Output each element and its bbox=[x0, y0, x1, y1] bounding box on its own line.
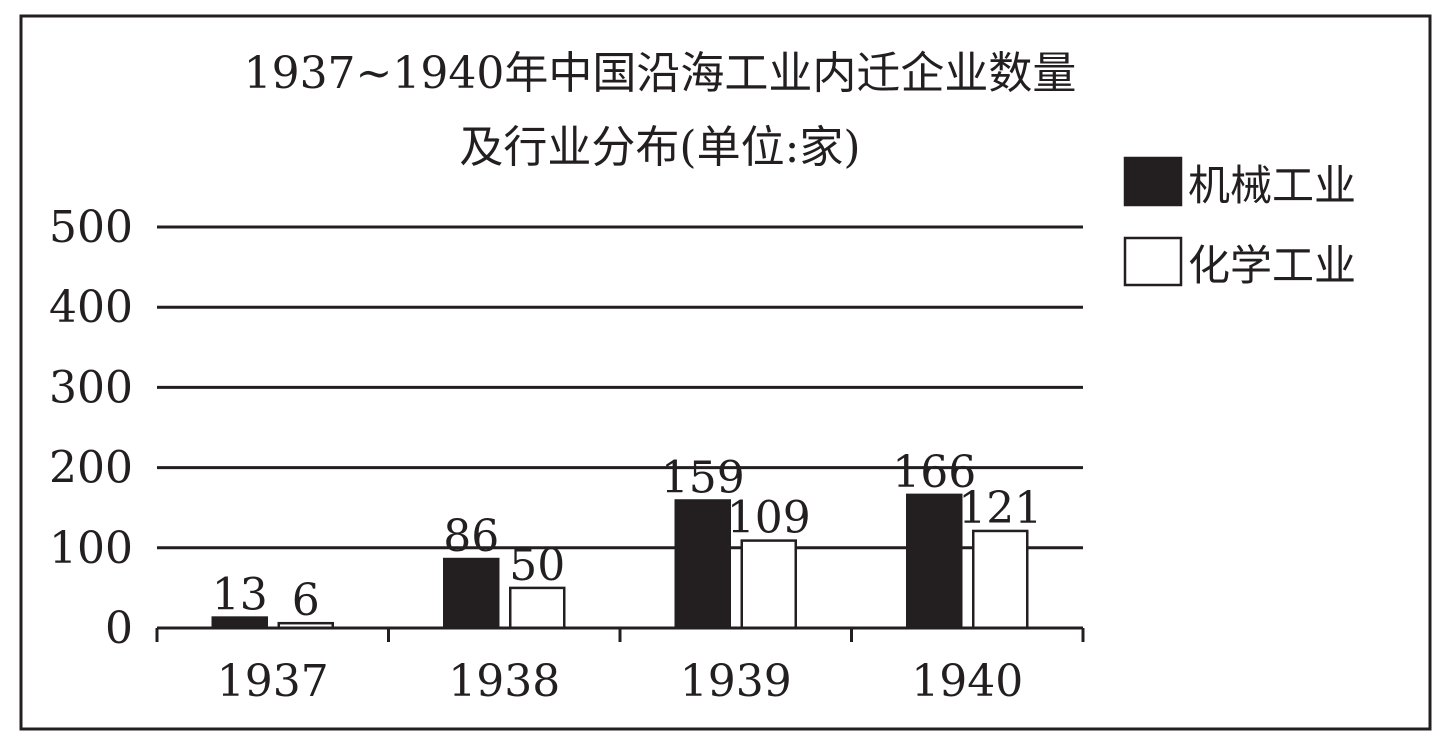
chart-frame bbox=[19, 14, 1432, 731]
chart-subtitle: 及行业分布(单位:家) bbox=[459, 122, 860, 173]
data-label-machinery-1940: 166 bbox=[892, 447, 976, 498]
x-category-label-1940: 1940 bbox=[911, 656, 1023, 707]
legend-label-machinery: 机械工业 bbox=[1188, 161, 1356, 210]
y-tick-label-500: 500 bbox=[49, 202, 133, 253]
legend-swatch-machinery bbox=[1123, 156, 1183, 207]
y-axis-ticks: 0 100 200 300 400 500 bbox=[49, 202, 133, 654]
legend: 机械工业 化学工业 bbox=[1123, 156, 1356, 290]
bar-machinery-1939 bbox=[674, 499, 731, 630]
x-axis-categories: 1937 1938 1939 1940 bbox=[217, 656, 1023, 707]
y-tick-label-400: 400 bbox=[49, 282, 133, 333]
bar-chemical-1940 bbox=[972, 529, 1029, 630]
bar-chemical-1939 bbox=[740, 539, 797, 630]
y-tick-label-200: 200 bbox=[49, 443, 133, 494]
y-tick-label-100: 100 bbox=[49, 523, 133, 574]
x-axis bbox=[155, 626, 1085, 642]
legend-item-chemical: 化学工业 bbox=[1123, 236, 1356, 290]
bar-machinery-1938 bbox=[443, 557, 500, 630]
data-label-chemical-1938: 50 bbox=[509, 540, 565, 591]
data-label-machinery-1938: 86 bbox=[443, 511, 499, 562]
data-label-chemical-1939: 109 bbox=[727, 493, 811, 544]
x-category-label-1939: 1939 bbox=[680, 656, 792, 707]
legend-label-chemical: 化学工业 bbox=[1188, 241, 1356, 290]
data-label-machinery-1939: 159 bbox=[661, 452, 745, 503]
data-label-chemical-1940: 121 bbox=[958, 483, 1042, 534]
y-tick-label-300: 300 bbox=[49, 362, 133, 413]
bar-machinery-1940 bbox=[906, 493, 963, 630]
bars-layer bbox=[211, 493, 1029, 630]
chart-title: 1937~1940年中国沿海工业内迁企业数量 bbox=[244, 48, 1077, 99]
bar-chemical-1938 bbox=[509, 586, 566, 630]
y-tick-label-0: 0 bbox=[105, 603, 133, 654]
legend-item-machinery: 机械工业 bbox=[1123, 156, 1356, 210]
data-label-chemical-1937: 6 bbox=[292, 575, 320, 626]
x-category-label-1938: 1938 bbox=[448, 656, 560, 707]
data-label-machinery-1937: 13 bbox=[212, 570, 268, 621]
legend-swatch-chemical bbox=[1123, 236, 1183, 287]
x-category-label-1937: 1937 bbox=[217, 656, 329, 707]
